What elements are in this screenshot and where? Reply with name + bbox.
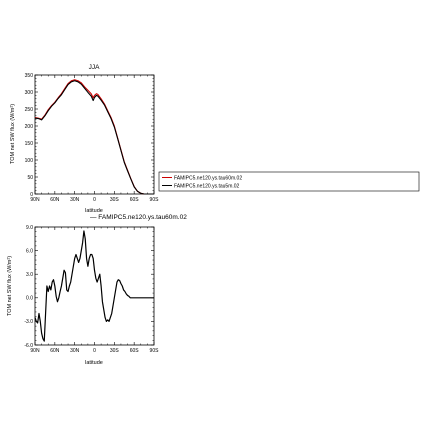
y-axis-label: TOM net SW flux (W/m²) bbox=[7, 256, 13, 316]
chart-title: — FAMIPC5.ne120.ys.tau60m.02 bbox=[90, 214, 187, 221]
x-tick-label: 60N bbox=[50, 348, 60, 354]
chart-difference: — FAMIPC5.ne120.ys.tau60m.02 90N 60N 30N 0 3… bbox=[7, 214, 187, 366]
y-tick-label: 0 bbox=[30, 192, 33, 198]
x-tick-label: 0 bbox=[93, 348, 96, 354]
x-tick-label: 30N bbox=[70, 197, 80, 203]
y-tick-label: 150 bbox=[25, 141, 34, 147]
series-lines bbox=[34, 79, 154, 195]
series-lines bbox=[34, 230, 154, 342]
y-tick-label: 350 bbox=[25, 73, 34, 79]
y-tick-label: -3.0 bbox=[24, 319, 33, 325]
y-tick-label: 250 bbox=[25, 107, 34, 113]
x-tick-label: 60S bbox=[130, 197, 140, 203]
series-line-tau5m bbox=[34, 80, 154, 195]
y-tick-label: 200 bbox=[25, 124, 34, 130]
axis-ticks: 90N 60N 30N 0 30S 60S 90S -6.0 -3.0 0.0 3.0 6.0 9.0 bbox=[24, 225, 159, 354]
y-tick-label: 0.0 bbox=[26, 296, 33, 302]
y-tick-label: 100 bbox=[25, 158, 34, 164]
x-tick-label: 30S bbox=[110, 197, 120, 203]
x-tick-label: 60S bbox=[130, 348, 140, 354]
legend: FAMIPC5.ne120.ys.tau60m.02 FAMIPC5.ne120… bbox=[158, 171, 420, 192]
x-tick-label: 90N bbox=[30, 348, 40, 354]
x-axis-label: latitude bbox=[85, 360, 103, 366]
legend-entry-tau60m: FAMIPC5.ne120.ys.tau60m.02 bbox=[174, 176, 242, 182]
axis-ticks: 90N 60N 30N 0 30S 60S 90S 0 50 100 150 200 250 300 350 bbox=[25, 73, 159, 203]
series-line-tau60m bbox=[34, 230, 154, 342]
x-tick-label: 90S bbox=[150, 348, 160, 354]
x-tick-label: 30N bbox=[70, 348, 80, 354]
plot-frame bbox=[34, 226, 155, 346]
y-tick-label: 9.0 bbox=[26, 225, 33, 231]
y-tick-label: 50 bbox=[27, 175, 33, 181]
y-tick-label: 300 bbox=[25, 90, 34, 96]
legend-entry-tau5m: FAMIPC5.ne120.ys.tau5m.02 bbox=[174, 184, 240, 190]
plot-frame bbox=[34, 74, 155, 195]
x-tick-label: 90N bbox=[30, 197, 40, 203]
chart-title: JJA bbox=[89, 64, 101, 71]
chart-jja-sw-flux: JJA 90N 60N 30N 0 30S 60S 90S 0 50 100 150 200 250 30… bbox=[10, 64, 159, 214]
x-tick-label: 60N bbox=[50, 197, 60, 203]
y-axis-label: TOM net SW flux (W/m²) bbox=[10, 104, 16, 164]
y-tick-label: -6.0 bbox=[24, 343, 33, 349]
y-tick-label: 6.0 bbox=[26, 248, 33, 254]
y-tick-label: 3.0 bbox=[26, 272, 33, 278]
x-tick-label: 90S bbox=[150, 197, 160, 203]
x-tick-label: 0 bbox=[93, 197, 96, 203]
legend-box bbox=[158, 171, 420, 192]
x-axis-label: latitude bbox=[85, 208, 103, 214]
x-tick-label: 30S bbox=[110, 348, 120, 354]
